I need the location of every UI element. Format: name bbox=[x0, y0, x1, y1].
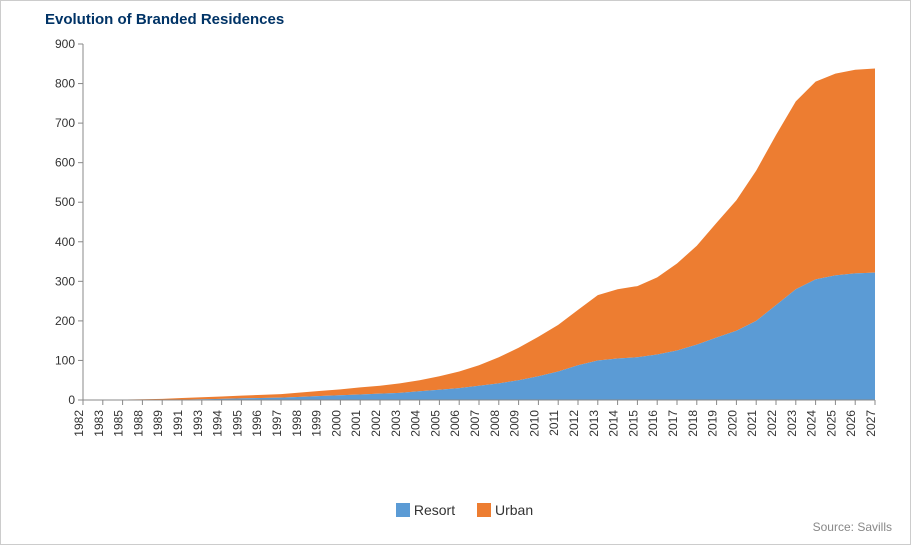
svg-text:600: 600 bbox=[55, 156, 75, 170]
chart-source: Source: Savills bbox=[813, 520, 892, 534]
svg-text:1991: 1991 bbox=[171, 410, 185, 437]
svg-text:2004: 2004 bbox=[409, 410, 423, 437]
svg-text:1985: 1985 bbox=[112, 410, 126, 437]
svg-text:400: 400 bbox=[55, 235, 75, 249]
svg-text:700: 700 bbox=[55, 116, 75, 130]
legend-label-resort: Resort bbox=[414, 502, 455, 518]
svg-text:1989: 1989 bbox=[151, 410, 165, 437]
svg-text:1996: 1996 bbox=[250, 410, 264, 437]
svg-text:500: 500 bbox=[55, 195, 75, 209]
svg-text:2001: 2001 bbox=[349, 410, 363, 437]
svg-text:1999: 1999 bbox=[310, 410, 324, 437]
chart-plot: 0 100 200 300 400 500 600 700 800 900 1982 1983 1985… bbox=[27, 36, 887, 466]
svg-text:2022: 2022 bbox=[765, 410, 779, 437]
svg-text:2013: 2013 bbox=[587, 410, 601, 437]
svg-text:1995: 1995 bbox=[230, 410, 244, 437]
svg-text:800: 800 bbox=[55, 77, 75, 91]
svg-text:2014: 2014 bbox=[607, 410, 621, 437]
svg-text:2016: 2016 bbox=[646, 410, 660, 437]
svg-text:1983: 1983 bbox=[92, 410, 106, 437]
svg-text:2002: 2002 bbox=[369, 410, 383, 437]
svg-text:2024: 2024 bbox=[805, 410, 819, 437]
legend-swatch-resort bbox=[396, 503, 410, 517]
svg-text:2023: 2023 bbox=[785, 410, 799, 437]
svg-text:2006: 2006 bbox=[448, 410, 462, 437]
svg-text:900: 900 bbox=[55, 37, 75, 51]
svg-text:2010: 2010 bbox=[527, 410, 541, 437]
svg-text:2000: 2000 bbox=[329, 410, 343, 437]
svg-text:1994: 1994 bbox=[211, 410, 225, 437]
svg-text:2020: 2020 bbox=[725, 410, 739, 437]
svg-text:2008: 2008 bbox=[488, 410, 502, 437]
svg-text:2011: 2011 bbox=[547, 410, 561, 436]
chart-card: Evolution of Branded Residences 01002003… bbox=[0, 0, 911, 545]
svg-text:1982: 1982 bbox=[72, 410, 86, 437]
svg-text:2017: 2017 bbox=[666, 410, 680, 437]
svg-text:300: 300 bbox=[55, 274, 75, 288]
svg-text:2005: 2005 bbox=[428, 410, 442, 437]
chart-svg: 0 100 200 300 400 500 600 700 800 900 1982 1983 1985… bbox=[27, 36, 887, 466]
svg-text:2012: 2012 bbox=[567, 410, 581, 437]
svg-text:2019: 2019 bbox=[706, 410, 720, 437]
svg-text:1997: 1997 bbox=[270, 410, 284, 437]
svg-text:2007: 2007 bbox=[468, 410, 482, 437]
svg-text:2003: 2003 bbox=[389, 410, 403, 437]
svg-text:2009: 2009 bbox=[508, 410, 522, 437]
svg-text:1988: 1988 bbox=[131, 410, 145, 437]
svg-text:2026: 2026 bbox=[844, 410, 858, 437]
svg-text:1998: 1998 bbox=[290, 410, 304, 437]
svg-text:2027: 2027 bbox=[864, 410, 878, 437]
legend-swatch-urban bbox=[477, 503, 491, 517]
svg-text:2018: 2018 bbox=[686, 410, 700, 437]
svg-text:2025: 2025 bbox=[824, 410, 838, 437]
svg-text:2021: 2021 bbox=[745, 410, 759, 437]
svg-text:2015: 2015 bbox=[626, 410, 640, 437]
legend-label-urban: Urban bbox=[495, 502, 533, 518]
svg-text:1993: 1993 bbox=[191, 410, 205, 437]
chart-legend: Resort Urban bbox=[1, 502, 910, 518]
svg-text:0: 0 bbox=[68, 393, 75, 407]
svg-text:200: 200 bbox=[55, 314, 75, 328]
svg-text:100: 100 bbox=[55, 353, 75, 367]
chart-title: Evolution of Branded Residences bbox=[45, 11, 898, 28]
